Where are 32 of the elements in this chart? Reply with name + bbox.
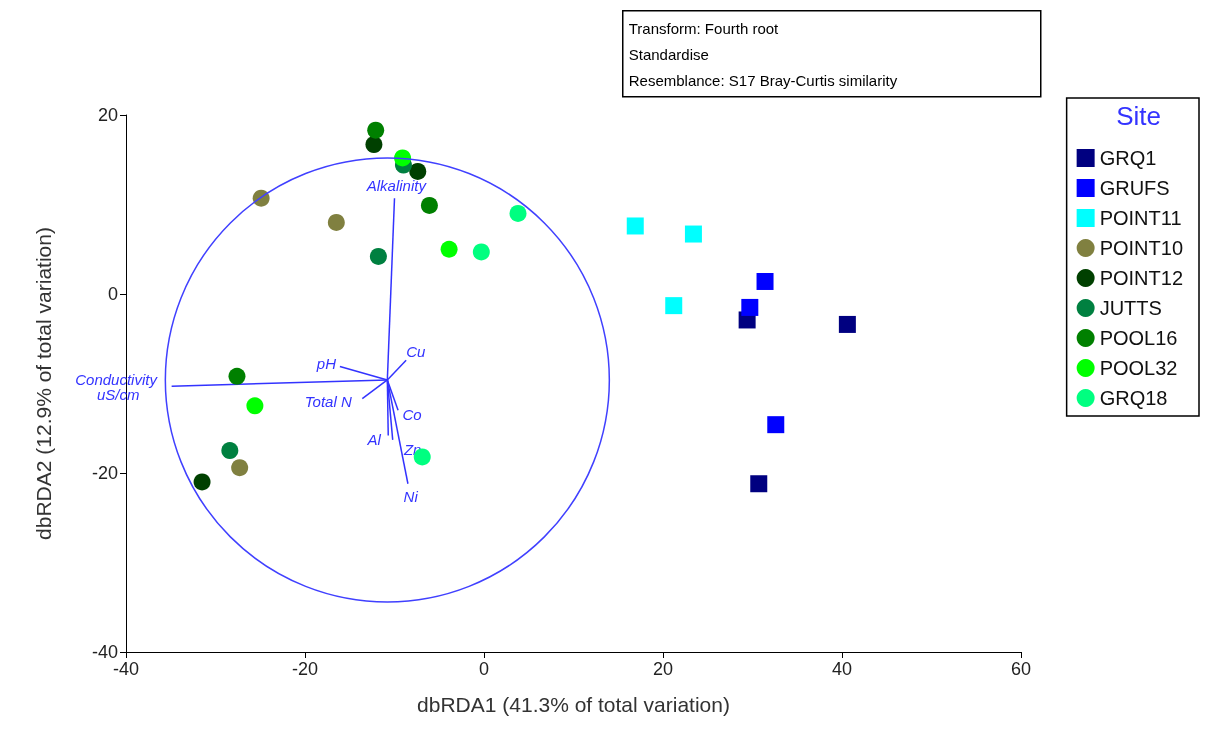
legend-label: GRQ1 xyxy=(1099,147,1157,169)
y-axis-title: dbRDA2 (12.9% of total variation) xyxy=(32,227,55,540)
y-tick-label: -40 xyxy=(91,642,118,662)
series-label: Total N xyxy=(304,392,352,410)
y-tick-label: 20 xyxy=(97,105,118,125)
legend-label: POINT11 xyxy=(1099,207,1182,229)
series-label: Al xyxy=(366,430,382,448)
legend-label: GRQ18 xyxy=(1099,387,1168,409)
legend-label: JUTTS xyxy=(1099,297,1162,319)
text: Transform: Fourth root xyxy=(628,20,780,38)
legend-label: POOL32 xyxy=(1099,357,1178,379)
y-tick-label: 0 xyxy=(107,284,118,304)
x-axis-title: dbRDA1 (41.3% of total variation) xyxy=(417,693,730,716)
series-label: Alkalinity xyxy=(365,177,428,195)
legend-label: GRUFS xyxy=(1099,177,1170,199)
series-label: Co xyxy=(402,405,422,423)
legend-label: POINT10 xyxy=(1099,237,1183,259)
legend-title: Site xyxy=(1116,101,1162,131)
series-label: Cu xyxy=(406,342,427,360)
x-tick-label: 0 xyxy=(478,659,490,679)
x-tick-label: -40 xyxy=(112,659,140,679)
legend-label: POOL16 xyxy=(1099,327,1178,349)
legend-label: POINT12 xyxy=(1099,267,1183,289)
x-tick-label: -20 xyxy=(291,659,319,679)
y-tick-label: -20 xyxy=(91,463,118,483)
series-label: pH xyxy=(315,354,337,372)
series-label: Ni xyxy=(403,487,419,505)
x-tick-label: 20 xyxy=(652,659,674,679)
x-tick-label: 60 xyxy=(1010,659,1032,679)
text: Standardise xyxy=(628,46,709,64)
text: Resemblance: S17 Bray-Curtis similarity xyxy=(628,72,898,90)
x-tick-label: 40 xyxy=(831,659,853,679)
